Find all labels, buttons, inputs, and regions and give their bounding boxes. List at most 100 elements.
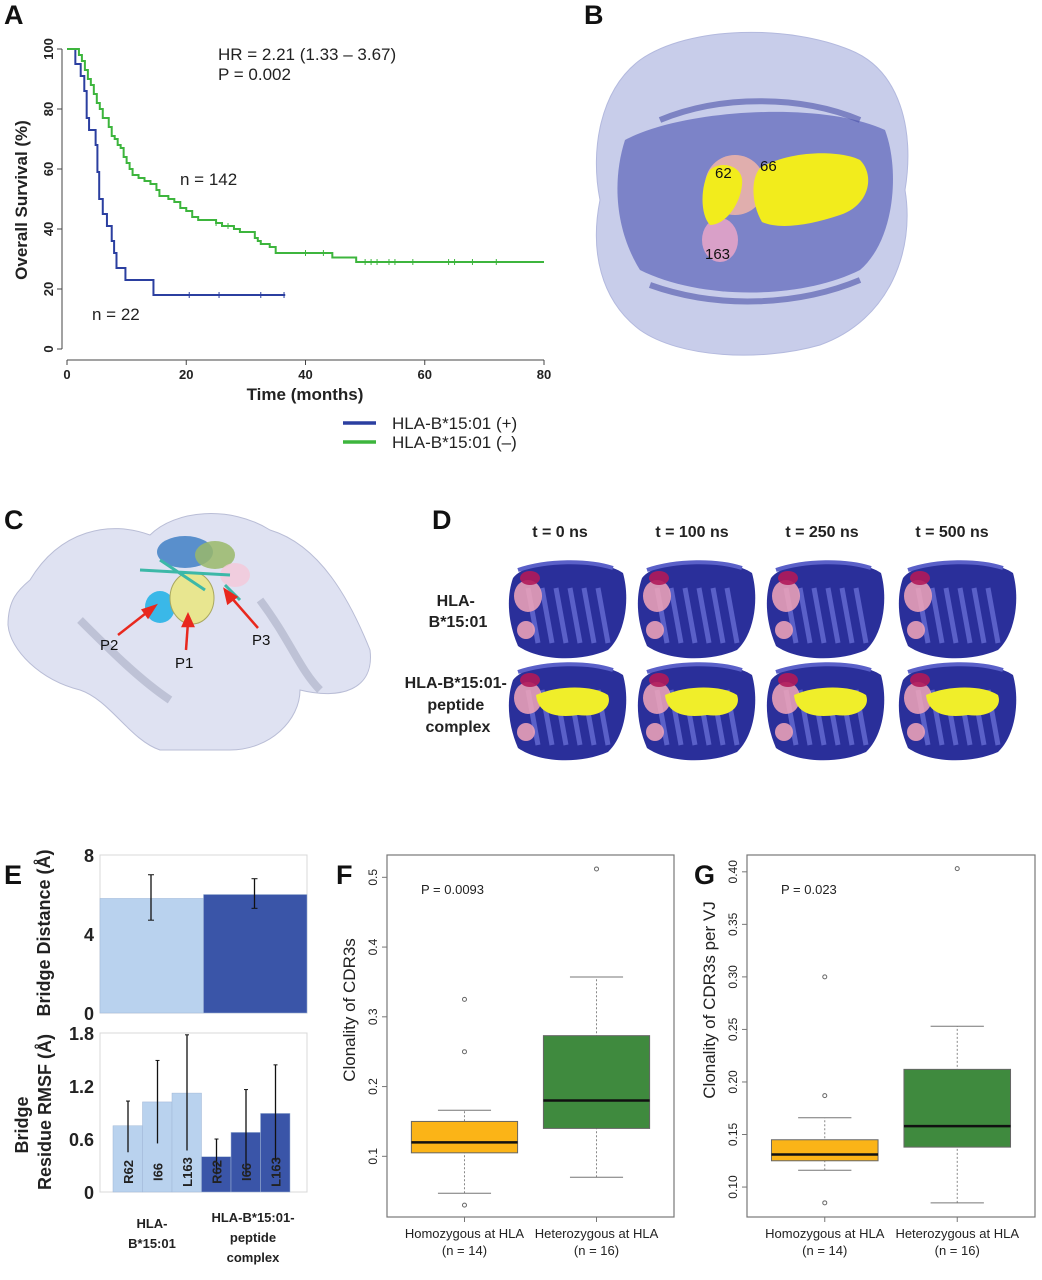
y-tick-label: 0.40 [726, 860, 740, 884]
bridge-residues [520, 673, 540, 687]
bar [99, 898, 204, 1014]
helix [646, 560, 743, 572]
bridge-residues [772, 682, 800, 714]
x-tick-label: Heterozygous at HLA [895, 1226, 1019, 1241]
x-tick-label: Heterozygous at HLA [535, 1226, 659, 1241]
beta-strand [957, 587, 973, 644]
snapshot [637, 662, 756, 761]
x-tick-label: 80 [537, 367, 551, 382]
residue-label-62: 62 [715, 165, 732, 182]
helix [907, 662, 1004, 674]
clonality-boxplot: 0.1 0.2 0.3 0.4 0.5 Clonality of CDR3s P = 0.0… [340, 854, 675, 1258]
plot-frame [746, 854, 1036, 1218]
helix [907, 560, 1004, 572]
legend-label: HLA-B*15:01 (+) [392, 414, 517, 433]
x-axis-label: Time (months) [247, 385, 364, 404]
snapshot [898, 662, 1017, 761]
outlier-point [822, 1093, 828, 1099]
survival-curve [67, 48, 286, 296]
residue-label: R62 [210, 1160, 225, 1184]
bridge-residues [643, 682, 671, 714]
x-tick-label: 20 [179, 367, 193, 382]
bridge-residues [904, 580, 932, 612]
bridge-residues [649, 571, 669, 585]
group-n-label: (n = 16) [935, 1243, 980, 1258]
n-label-negative: n = 142 [180, 170, 237, 189]
beta-strand [929, 587, 945, 644]
beta-strand [696, 587, 712, 644]
beta-strand [567, 587, 583, 644]
group-label: HLA- [136, 1216, 167, 1231]
y-tick-label: 60 [41, 162, 56, 176]
panel-letter-f: F [336, 860, 353, 890]
group-label: HLA-B*15:01- [211, 1210, 294, 1225]
box [770, 1139, 879, 1162]
beta-strand [581, 587, 597, 644]
pocket-label-p1: P1 [175, 655, 193, 672]
y-tick-label: 40 [41, 222, 56, 236]
residue-label: L163 [180, 1157, 195, 1187]
bridge-residues [520, 571, 540, 585]
beta-strand [595, 587, 611, 644]
bridge-distance-chart: 0 4 8 Bridge Distance (Å) [34, 846, 308, 1024]
beta-strand [811, 587, 827, 644]
x-tick-label: Homozygous at HLA [765, 1226, 885, 1241]
x-tick-label: 0 [63, 367, 70, 382]
group-n-label: (n = 14) [802, 1243, 847, 1258]
helix [775, 662, 872, 674]
x-tick-label: Homozygous at HLA [405, 1226, 525, 1241]
y-tick-label: 0.20 [726, 1070, 740, 1094]
box [410, 1120, 519, 1154]
y-tick-label: 0.30 [726, 965, 740, 989]
panel-letter-b: B [584, 0, 604, 30]
x-tick-label: 40 [298, 367, 312, 382]
bridge-residues [517, 621, 535, 639]
panel-letter-g: G [694, 860, 715, 890]
time-label-250: t = 250 ns [785, 524, 858, 541]
clonality-per-vj-boxplot: 0.10 0.15 0.20 0.25 0.30 0.35 0.40 Clonality of… [700, 854, 1036, 1258]
md-snapshots: t = 0 ns t = 100 ns t = 250 ns t = 500 n… [405, 524, 1017, 761]
y-tick-label: 0.2 [366, 1078, 380, 1095]
y-axis-label: Residue RMSF (Å) [35, 1034, 55, 1190]
y-axis-label: Clonality of CDR3s per VJ [700, 901, 719, 1098]
residue-label: I66 [151, 1163, 166, 1181]
bridge-residues [514, 580, 542, 612]
row-label-hla: HLA- B*15:01 [429, 593, 488, 631]
y-tick-label: 0.3 [366, 1008, 380, 1025]
beta-strand [710, 587, 726, 644]
snapshot [637, 560, 756, 659]
snapshot [508, 662, 627, 761]
panel-letter-d: D [432, 505, 452, 535]
outlier-point [822, 974, 828, 980]
snapshot [766, 662, 885, 761]
y-tick-label: 0.4 [366, 938, 380, 955]
y-tick-label: 4 [84, 925, 94, 945]
bridge-residues [775, 621, 793, 639]
beta-strand [682, 587, 698, 644]
group-label: peptide [230, 1230, 276, 1245]
outlier-point [822, 1200, 828, 1206]
y-tick-label: 20 [41, 282, 56, 296]
p-value-text: P = 0.002 [218, 65, 291, 84]
y-tick-label: 0.35 [726, 912, 740, 936]
row-label-complex: HLA-B*15:01- peptide complex [405, 675, 512, 736]
outlier-point [594, 866, 600, 872]
group-label: B*15:01 [128, 1236, 176, 1251]
beta-strand [853, 587, 869, 644]
snapshot [508, 560, 627, 659]
beta-strand [668, 587, 684, 644]
snapshot [766, 560, 885, 659]
residue-label: R62 [121, 1160, 136, 1184]
beta-strand [971, 587, 987, 644]
bridge-residues [904, 682, 932, 714]
y-tick-label: 0.6 [69, 1130, 94, 1150]
outlier-point [461, 1202, 467, 1208]
outlier-point [461, 996, 467, 1002]
p-value-text: P = 0.0093 [421, 882, 484, 897]
peptide-surface [536, 687, 609, 716]
n-label-positive: n = 22 [92, 305, 140, 324]
bridge-residues [907, 723, 925, 741]
y-tick-label: 8 [84, 846, 94, 866]
time-label-0: t = 0 ns [532, 524, 588, 541]
bridge-rmsf-chart: R62 I66 L163 R62 I66 L163 0 0.6 1.2 1.8 Bridge Resi… [12, 1024, 308, 1265]
